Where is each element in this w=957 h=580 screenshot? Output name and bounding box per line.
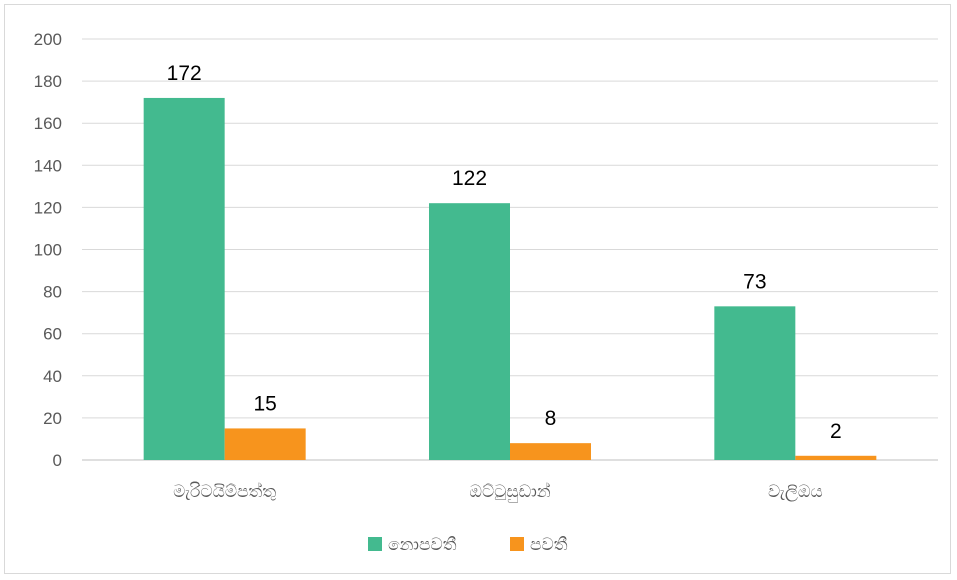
legend-swatch (510, 537, 524, 551)
y-tick-label: 80 (43, 283, 62, 302)
bar-series1 (143, 97, 225, 460)
data-label: 172 (167, 62, 202, 85)
legend-label: පවතී (530, 535, 568, 555)
x-category-label: මැරිටයිම්පත්තු (173, 482, 276, 502)
y-tick-label: 180 (34, 72, 62, 91)
y-tick-label: 0 (53, 451, 62, 470)
bars (143, 97, 877, 460)
y-tick-label: 200 (34, 30, 62, 49)
bar-series1 (429, 203, 510, 460)
y-tick-label: 60 (43, 325, 62, 344)
data-labels: 172 15 122 8 73 2 (167, 62, 842, 443)
data-label: 73 (743, 270, 766, 293)
y-tick-label: 160 (34, 114, 62, 133)
x-category-label: ඔට්ටුසුඩාන් (469, 482, 550, 502)
legend-label: නොපවතී (388, 535, 457, 555)
data-label: 2 (830, 420, 842, 443)
y-tick-label: 120 (34, 198, 62, 217)
data-label: 15 (253, 392, 276, 415)
y-tick-label: 140 (34, 156, 62, 175)
y-tick-label: 100 (34, 241, 62, 260)
bar-series1 (714, 306, 796, 460)
legend-swatch (368, 537, 382, 551)
data-label: 8 (545, 407, 557, 430)
x-category-label: වැලිඔය (768, 482, 823, 502)
y-tick-label: 20 (43, 409, 62, 428)
bar-series2 (224, 428, 306, 460)
legend: නොපවතී පවතී (368, 535, 568, 555)
bar-series2 (795, 455, 877, 460)
x-axis: මැරිටයිම්පත්තු ඔට්ටුසුඩාන් වැලිඔය (173, 482, 823, 502)
data-label: 122 (452, 167, 487, 190)
bar-series2 (510, 443, 591, 460)
y-tick-label: 40 (43, 367, 62, 386)
y-axis: 0 20 40 60 80 100 120 140 160 180 200 (34, 30, 62, 470)
